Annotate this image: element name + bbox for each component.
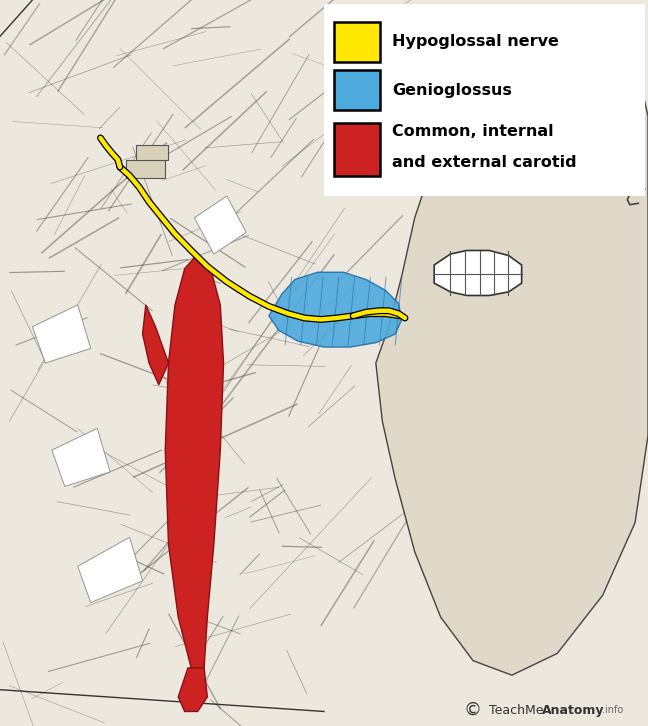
Text: Hypoglossal nerve: Hypoglossal nerve bbox=[392, 34, 559, 49]
Bar bbox=[126, 160, 165, 178]
Bar bbox=[136, 145, 168, 160]
Text: TeachMe: TeachMe bbox=[489, 703, 544, 717]
Polygon shape bbox=[376, 22, 648, 675]
Text: Common, internal: Common, internal bbox=[392, 124, 553, 139]
Polygon shape bbox=[178, 668, 207, 711]
Polygon shape bbox=[52, 428, 110, 486]
Polygon shape bbox=[78, 537, 143, 603]
Polygon shape bbox=[165, 254, 224, 668]
Polygon shape bbox=[143, 305, 168, 385]
Polygon shape bbox=[434, 250, 522, 295]
Text: .info: .info bbox=[602, 705, 623, 715]
Polygon shape bbox=[32, 305, 91, 363]
Text: ©: © bbox=[463, 701, 481, 719]
Bar bbox=[334, 70, 380, 110]
Text: Genioglossus: Genioglossus bbox=[392, 83, 512, 98]
Polygon shape bbox=[194, 196, 246, 254]
FancyBboxPatch shape bbox=[324, 4, 645, 196]
Bar bbox=[334, 22, 380, 62]
Text: Anatomy: Anatomy bbox=[542, 703, 605, 717]
Polygon shape bbox=[269, 272, 402, 347]
Bar bbox=[334, 123, 380, 176]
Text: and external carotid: and external carotid bbox=[392, 155, 577, 170]
